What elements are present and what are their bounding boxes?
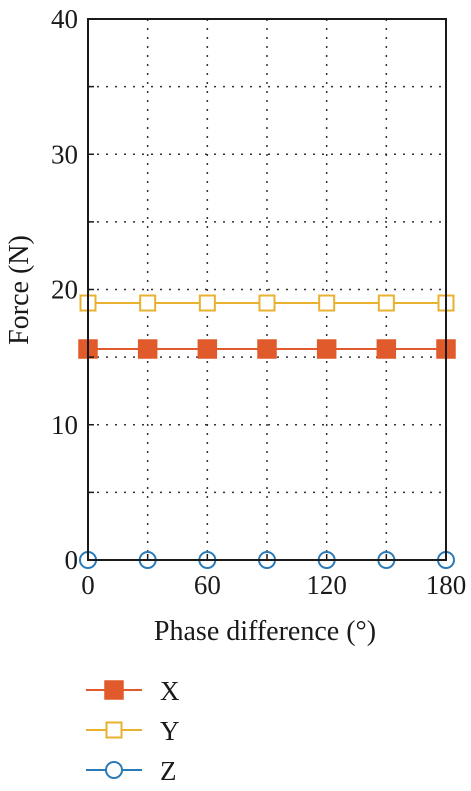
series-y-point [377, 294, 395, 312]
x-axis-label: Phase difference (°) [154, 616, 376, 647]
legend-x-label: X [160, 676, 180, 706]
series-x-point [257, 339, 277, 359]
y-tick-label: 40 [51, 4, 78, 34]
series-lines [78, 294, 456, 569]
legend-y-label: Y [160, 716, 180, 746]
x-tick-label: 120 [306, 570, 347, 600]
legend-z-label: Z [160, 756, 177, 786]
legend-z-marker [105, 761, 123, 779]
series-x-point [197, 339, 218, 359]
axis-ticks [87, 18, 447, 561]
y-axis-label: Force (N) [4, 235, 35, 345]
series-x-point [137, 339, 158, 359]
series-y-point [198, 294, 216, 312]
legend-y-marker [105, 721, 123, 739]
x-tick-label: 0 [81, 570, 95, 600]
y-tick-label: 20 [51, 275, 78, 305]
legend-x-marker [104, 680, 124, 700]
x-tick-label: 180 [426, 570, 467, 600]
series-y-point [318, 294, 336, 312]
y-tick-label: 10 [51, 410, 78, 440]
grid-lines [88, 19, 446, 560]
x-tick-label: 60 [194, 570, 221, 600]
series-x-point [376, 339, 397, 359]
series-y-point [139, 294, 157, 312]
legend: XYZ [86, 676, 180, 786]
series-y-point [258, 294, 276, 312]
series-x-point [316, 339, 337, 359]
tick-labels: 0 60 120 180 0 10 20 30 40 [51, 4, 466, 600]
y-tick-label: 0 [65, 545, 79, 575]
y-tick-label: 30 [51, 139, 78, 169]
